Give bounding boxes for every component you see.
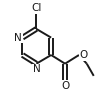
Text: O: O: [79, 50, 88, 60]
Text: O: O: [61, 81, 69, 91]
Text: N: N: [33, 64, 40, 74]
Text: Cl: Cl: [31, 3, 42, 13]
Text: N: N: [14, 33, 22, 43]
